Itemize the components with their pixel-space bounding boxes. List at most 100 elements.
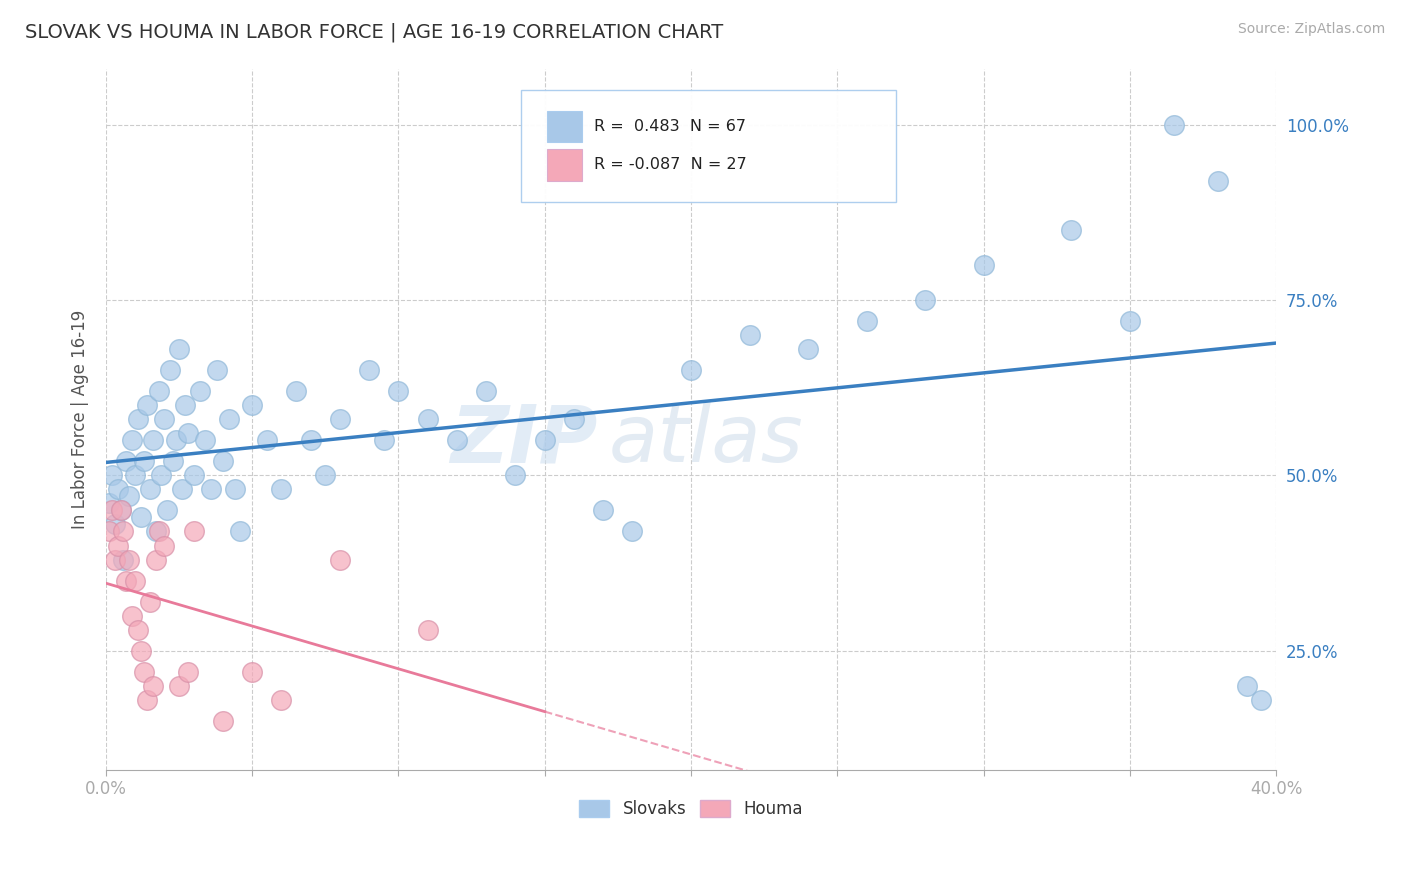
Point: [156, 503, 179, 517]
Point: [855, 314, 877, 328]
Point: [167, 679, 190, 693]
Point: [97, 524, 120, 539]
Point: [1250, 693, 1272, 707]
Point: [359, 363, 381, 377]
Point: [100, 503, 122, 517]
Point: [224, 483, 246, 497]
Point: [112, 524, 135, 539]
Point: [170, 483, 193, 497]
Point: [505, 468, 527, 483]
Point: [387, 384, 409, 399]
Point: [240, 398, 263, 412]
Point: [110, 503, 132, 517]
Text: R = -0.087  N = 27: R = -0.087 N = 27: [593, 158, 747, 172]
Text: Source: ZipAtlas.com: Source: ZipAtlas.com: [1237, 22, 1385, 37]
Point: [1206, 174, 1229, 188]
Point: [285, 384, 308, 399]
Text: SLOVAK VS HOUMA IN LABOR FORCE | AGE 16-19 CORRELATION CHART: SLOVAK VS HOUMA IN LABOR FORCE | AGE 16-…: [25, 22, 724, 42]
Point: [124, 574, 146, 588]
Point: [270, 693, 292, 707]
Point: [973, 258, 995, 272]
Point: [256, 434, 278, 448]
Point: [218, 412, 240, 426]
Point: [107, 483, 129, 497]
Point: [121, 434, 143, 448]
Point: [153, 539, 176, 553]
Point: [142, 434, 165, 448]
Point: [183, 524, 205, 539]
Point: [104, 517, 127, 532]
Point: [592, 503, 614, 517]
Point: [1163, 118, 1185, 132]
Point: [118, 552, 141, 566]
Point: [533, 434, 555, 448]
Point: [200, 483, 222, 497]
Bar: [547, 149, 582, 181]
Point: [240, 665, 263, 679]
Text: ZIP: ZIP: [450, 401, 598, 479]
Point: [112, 552, 135, 566]
Point: [329, 552, 352, 566]
Point: [446, 434, 468, 448]
Point: [115, 454, 138, 468]
Point: [314, 468, 336, 483]
Y-axis label: In Labor Force | Age 16-19: In Labor Force | Age 16-19: [72, 310, 89, 529]
Point: [329, 412, 352, 426]
Point: [145, 552, 167, 566]
FancyBboxPatch shape: [522, 89, 896, 202]
Point: [212, 714, 235, 728]
Text: atlas: atlas: [609, 401, 804, 479]
Point: [679, 363, 702, 377]
Point: [97, 496, 120, 510]
Point: [139, 594, 162, 608]
Point: [177, 426, 200, 441]
Point: [416, 412, 439, 426]
Point: [159, 363, 181, 377]
Point: [129, 644, 152, 658]
Point: [621, 524, 644, 539]
Point: [416, 623, 439, 637]
Point: [148, 524, 170, 539]
Point: [104, 552, 127, 566]
Legend: Slovaks, Houma: Slovaks, Houma: [572, 793, 810, 825]
Point: [212, 454, 235, 468]
Point: [124, 468, 146, 483]
Point: [205, 363, 228, 377]
Point: [148, 384, 170, 399]
Point: [150, 468, 173, 483]
Text: R =  0.483  N = 67: R = 0.483 N = 67: [593, 119, 745, 134]
Bar: [547, 111, 582, 142]
Point: [135, 398, 157, 412]
Point: [110, 503, 132, 517]
Point: [118, 490, 141, 504]
Point: [100, 468, 122, 483]
Point: [129, 510, 152, 524]
Point: [165, 434, 187, 448]
Point: [115, 574, 138, 588]
Point: [914, 293, 936, 307]
Point: [299, 434, 322, 448]
Point: [1060, 223, 1083, 237]
Point: [153, 412, 176, 426]
Point: [135, 693, 157, 707]
Point: [475, 384, 498, 399]
Point: [139, 483, 162, 497]
Point: [183, 468, 205, 483]
Point: [107, 539, 129, 553]
Point: [162, 454, 184, 468]
Point: [270, 483, 292, 497]
Point: [177, 665, 200, 679]
Point: [1119, 314, 1142, 328]
Point: [797, 342, 820, 356]
Point: [194, 434, 217, 448]
Point: [142, 679, 165, 693]
Point: [1236, 679, 1258, 693]
Point: [127, 623, 149, 637]
Point: [562, 412, 585, 426]
Point: [188, 384, 211, 399]
Point: [127, 412, 149, 426]
Point: [132, 454, 155, 468]
Point: [167, 342, 190, 356]
Point: [174, 398, 197, 412]
Point: [738, 328, 761, 343]
